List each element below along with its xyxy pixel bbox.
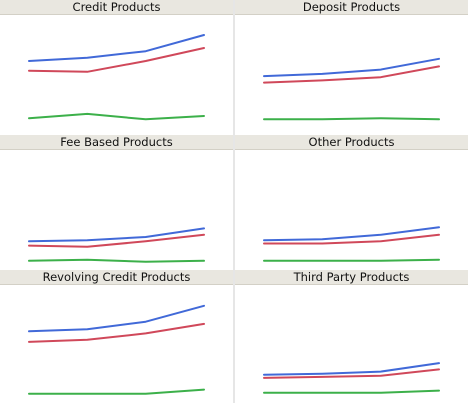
series-line-2 — [263, 65, 440, 84]
series-line-3 — [28, 388, 205, 395]
series-line-2 — [263, 368, 440, 379]
panel-title-deposit: Deposit Products — [235, 0, 468, 15]
panel-title-revolving-credit: Revolving Credit Products — [0, 270, 233, 285]
series-line-1 — [28, 227, 205, 243]
panel-revolving-credit — [0, 285, 233, 403]
series-line-3 — [263, 117, 440, 121]
series-line-1 — [263, 57, 440, 78]
series-line-2 — [263, 233, 440, 245]
panel-title-third-party: Third Party Products — [235, 270, 468, 285]
chart-revolving-credit — [28, 304, 205, 395]
panel-title-credit: Credit Products — [0, 0, 233, 15]
series-line-2 — [28, 322, 205, 343]
panel-deposit — [235, 15, 468, 135]
panel-title-other: Other Products — [235, 135, 468, 150]
series-line-2 — [28, 47, 205, 73]
series-line-2 — [28, 233, 205, 248]
series-line-1 — [28, 304, 205, 333]
series-line-3 — [263, 389, 440, 394]
chart-fee-based — [28, 227, 205, 263]
series-line-1 — [28, 34, 205, 62]
panel-other — [235, 150, 468, 270]
column-divider — [233, 0, 235, 403]
series-line-1 — [263, 362, 440, 376]
chart-third-party — [263, 362, 440, 394]
chart-credit — [28, 34, 205, 121]
series-line-3 — [263, 258, 440, 262]
series-line-3 — [28, 112, 205, 121]
panel-third-party — [235, 285, 468, 403]
chart-other — [263, 226, 440, 262]
panel-credit — [0, 15, 233, 135]
series-line-1 — [263, 226, 440, 242]
series-line-3 — [28, 258, 205, 263]
chart-deposit — [263, 57, 440, 121]
panel-title-fee-based: Fee Based Products — [0, 135, 233, 150]
panel-fee-based — [0, 150, 233, 270]
